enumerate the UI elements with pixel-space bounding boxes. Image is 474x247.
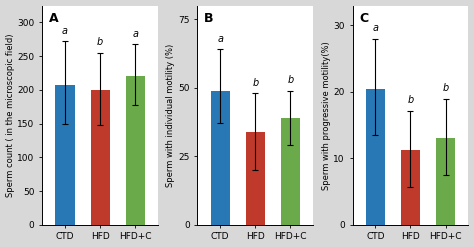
Bar [246, 132, 265, 225]
Y-axis label: Sperm with individual motility (%): Sperm with individual motility (%) [166, 43, 175, 187]
Bar [366, 89, 385, 225]
Bar [436, 138, 455, 225]
Text: b: b [97, 37, 103, 47]
Bar [281, 118, 300, 225]
Text: a: a [373, 23, 378, 33]
Y-axis label: Sperm count ( in the microscopic field): Sperm count ( in the microscopic field) [6, 33, 15, 197]
Text: b: b [287, 75, 293, 85]
Y-axis label: Sperm with progressive motility(%): Sperm with progressive motility(%) [322, 41, 331, 189]
Bar [55, 85, 75, 225]
Text: a: a [217, 34, 223, 44]
Text: B: B [204, 12, 214, 25]
Text: A: A [49, 12, 59, 25]
Text: a: a [132, 28, 138, 39]
Text: b: b [443, 83, 449, 93]
Text: a: a [62, 26, 68, 36]
Bar [91, 90, 110, 225]
Bar [401, 150, 420, 225]
Text: b: b [407, 95, 414, 105]
Bar [126, 76, 145, 225]
Bar [210, 90, 230, 225]
Text: C: C [359, 12, 369, 25]
Text: b: b [252, 78, 258, 88]
